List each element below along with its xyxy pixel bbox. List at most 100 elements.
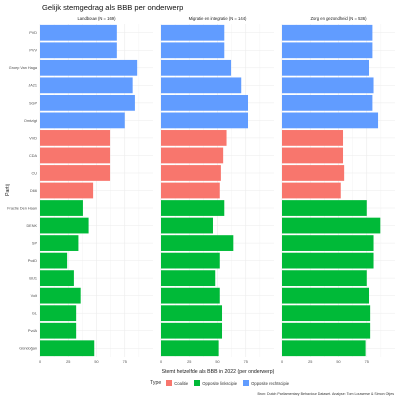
- bar-0-11: [40, 217, 89, 234]
- x-axis-title: Stemt hetzelfde als BBB in 2022 (per ond…: [162, 369, 275, 375]
- bar-1-6: [161, 130, 227, 146]
- bar-0-17: [40, 322, 77, 339]
- y-tick-label-18: Gündoğan: [19, 347, 37, 351]
- bar-0-12: [40, 235, 79, 251]
- bar-0-10: [40, 200, 83, 216]
- x-tick-label-0-0: 0: [39, 360, 41, 364]
- bar-1-16: [161, 305, 223, 322]
- bar-1-17: [161, 322, 223, 339]
- y-tick-label-1: PVV: [29, 49, 37, 53]
- bar-2-4: [282, 94, 373, 111]
- bar-1-9: [161, 182, 220, 199]
- bar-1-7: [161, 147, 224, 164]
- bar-2-15: [282, 287, 370, 304]
- bar-0-5: [40, 112, 125, 129]
- x-tick-label-1-50: 50: [215, 360, 219, 364]
- bar-1-11: [161, 217, 213, 234]
- bar-2-13: [282, 252, 374, 269]
- x-tick-label-2-50: 50: [336, 360, 340, 364]
- bar-2-16: [282, 305, 371, 322]
- panel-title-2: Zorg en gezondheid (N = 536): [311, 16, 368, 21]
- y-tick-label-10: Fractie Den Haan: [7, 206, 37, 210]
- bar-1-18: [161, 340, 219, 357]
- bar-2-6: [282, 130, 344, 146]
- bar-2-7: [282, 147, 344, 164]
- bar-0-3: [40, 77, 133, 94]
- x-tick-label-2-25: 25: [308, 360, 312, 364]
- bar-1-15: [161, 287, 220, 304]
- y-tick-label-14: BIJ1: [29, 277, 37, 281]
- y-tick-label-5: Omtzigt: [24, 119, 38, 123]
- bar-2-17: [282, 322, 371, 339]
- bar-0-14: [40, 270, 74, 287]
- bar-1-2: [161, 59, 232, 76]
- bar-2-8: [282, 165, 345, 181]
- bar-1-14: [161, 270, 216, 287]
- bar-0-0: [40, 24, 117, 41]
- y-tick-label-16: GL: [32, 312, 37, 316]
- bar-1-4: [161, 94, 249, 111]
- y-tick-label-7: CDA: [29, 154, 37, 158]
- legend: Type Coalitie Opposite linkscipie Opposi…: [150, 380, 292, 386]
- y-tick-label-17: PvdA: [28, 329, 38, 333]
- bar-0-9: [40, 182, 94, 199]
- y-tick-label-0: PVD: [29, 31, 37, 35]
- bar-1-8: [161, 165, 221, 181]
- bar-2-2: [282, 59, 370, 76]
- y-tick-label-3: JA21: [28, 84, 37, 88]
- legend-title: Type: [150, 380, 162, 386]
- bar-1-5: [161, 112, 249, 129]
- y-tick-label-2: Groep Van Haga: [9, 66, 38, 70]
- legend-item-rechtscipie: Opposite rechtscipie: [243, 380, 289, 386]
- bar-0-1: [40, 42, 117, 59]
- x-tick-label-0-75: 75: [123, 360, 127, 364]
- bar-2-14: [282, 270, 367, 287]
- y-axis-title: Partij: [5, 184, 11, 196]
- bar-0-8: [40, 165, 111, 181]
- legend-item-coalitie: Coalitie: [166, 380, 188, 386]
- x-tick-label-1-0: 0: [160, 360, 162, 364]
- legend-item-linkscipie: Opposite linkscipie: [194, 380, 237, 386]
- bar-0-7: [40, 147, 111, 164]
- y-tick-label-12: SP: [32, 241, 38, 245]
- bar-2-18: [282, 340, 366, 357]
- x-tick-label-0-25: 25: [66, 360, 70, 364]
- bar-2-5: [282, 112, 379, 129]
- x-tick-label-2-75: 75: [365, 360, 369, 364]
- y-tick-label-13: PvdD: [28, 259, 38, 263]
- bar-2-12: [282, 235, 374, 251]
- bar-1-3: [161, 77, 242, 94]
- bar-0-16: [40, 305, 77, 322]
- bar-2-0: [282, 24, 373, 41]
- legend-label-linkscipie: Opposite linkscipie: [202, 380, 238, 386]
- y-tick-label-8: CU: [32, 171, 38, 175]
- x-tick-label-2-0: 0: [281, 360, 283, 364]
- bar-0-2: [40, 59, 138, 76]
- bar-1-10: [161, 200, 225, 216]
- legend-label-rechtscipie: Opposite rechtscipie: [251, 380, 290, 386]
- bar-0-6: [40, 130, 111, 146]
- panel-title-1: Migratie en integratie (N = 144): [189, 16, 247, 21]
- bar-0-4: [40, 94, 135, 111]
- y-tick-label-6: VVD: [29, 136, 37, 140]
- x-tick-label-1-25: 25: [187, 360, 191, 364]
- y-tick-label-11: DENK: [26, 224, 37, 228]
- bar-2-3: [282, 77, 374, 94]
- bar-2-10: [282, 200, 367, 216]
- bar-1-0: [161, 24, 225, 41]
- y-tick-label-9: D66: [30, 189, 37, 193]
- bar-2-9: [282, 182, 341, 199]
- legend-label-coalitie: Coalitie: [174, 380, 189, 386]
- legend-swatch-coalitie: [166, 380, 173, 386]
- legend-swatch-rechtscipie: [243, 380, 250, 386]
- y-tick-label-15: Volt: [31, 294, 38, 298]
- x-tick-label-1-75: 75: [244, 360, 248, 364]
- chart-title: Gelijk stemgedrag als BBB per onderwerp: [42, 3, 184, 12]
- source-note: Bron: Dutch Parliamentary Behaviour Data…: [257, 392, 394, 396]
- legend-swatch-linkscipie: [194, 380, 201, 386]
- panel-title-0: Landbouw (N = 169): [77, 16, 116, 21]
- bar-2-1: [282, 42, 373, 59]
- bar-0-18: [40, 340, 95, 357]
- y-tick-label-4: SGP: [29, 101, 37, 105]
